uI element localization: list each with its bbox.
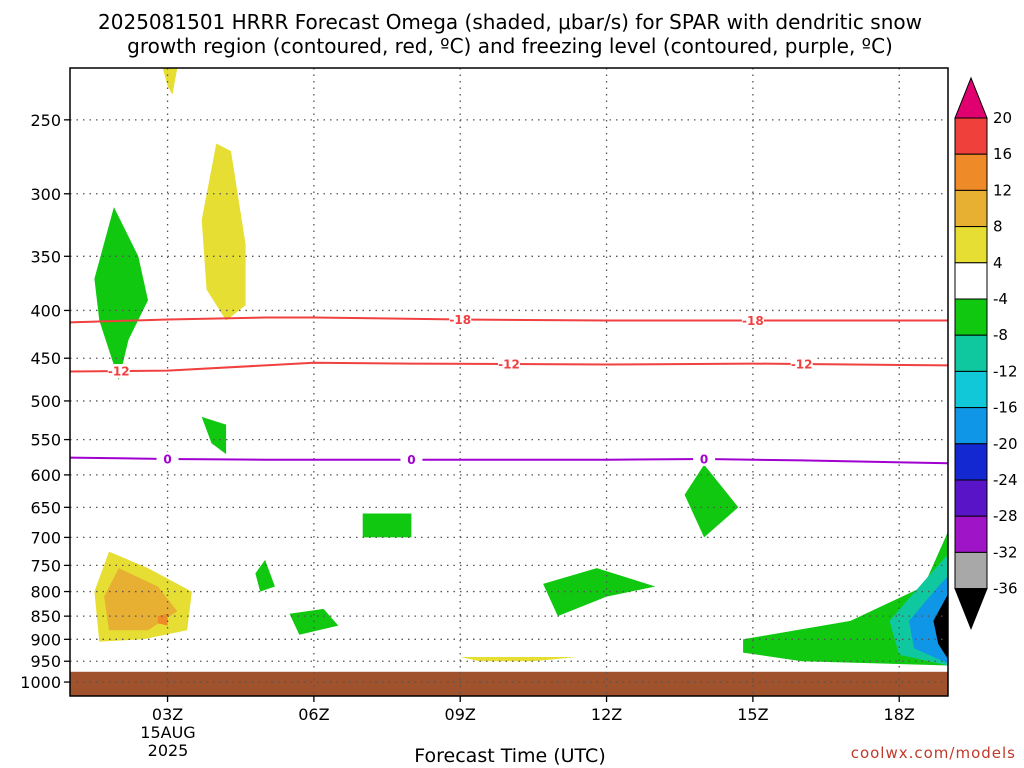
date-label-year: 2025 — [148, 741, 189, 760]
contour-label-0-1: 0 — [156, 452, 179, 467]
y-tick-label-550: 550 — [30, 431, 61, 450]
colorbar-bin-9 — [954, 407, 988, 445]
y-tick-label-850: 850 — [30, 607, 61, 626]
omega-region-9 — [684, 464, 739, 538]
svg-text:-18: -18 — [742, 314, 764, 328]
colorbar-label-3: 12 — [993, 181, 1012, 199]
y-axis: 250 300 350 400 450 500 550 600 650 700 750 800 850 9… — [20, 111, 70, 692]
omega-region-3 — [94, 207, 148, 381]
svg-text:-12: -12 — [791, 358, 813, 372]
chart-title-line-2: growth region (contoured, red, ºC) and f… — [127, 34, 893, 58]
svg-text:-12: -12 — [498, 358, 520, 372]
colorbar-bin-7 — [954, 334, 988, 372]
omega-region-15 — [104, 568, 178, 631]
y-tick-label-500: 500 — [30, 392, 61, 411]
colorbar-bin-11 — [954, 479, 988, 517]
contour-line--12 — [69, 361, 949, 373]
colorbar-label-12: -28 — [993, 507, 1018, 525]
contour-lines: -18 -18 -12 -12 -12 0 0 0 — [69, 312, 949, 467]
colorbar-label-6: -4 — [993, 290, 1008, 308]
y-tick-label-750: 750 — [30, 556, 61, 575]
grid — [70, 68, 948, 696]
y-tick-label-400: 400 — [30, 301, 61, 320]
omega-region-5 — [362, 513, 412, 538]
y-tick-label-300: 300 — [30, 185, 61, 204]
y-tick-label-250: 250 — [30, 111, 61, 130]
terrain-below-ground — [70, 671, 948, 696]
omega-region-6 — [255, 559, 275, 592]
plot-area — [70, 68, 948, 696]
colorbar-arrow-top — [954, 76, 988, 119]
contour-label--18-1: -18 — [449, 312, 472, 327]
contour-line-0 — [69, 456, 949, 465]
y-tick-label-950: 950 — [30, 652, 61, 671]
omega-region-4 — [201, 416, 227, 455]
colorbar-label-10: -20 — [993, 435, 1018, 453]
y-tick-label-600: 600 — [30, 466, 61, 485]
y-tick-label-650: 650 — [30, 498, 61, 517]
svg-text:0: 0 — [700, 453, 708, 467]
y-tick-label-1000: 1000 — [20, 673, 61, 692]
x-axis-title: Forecast Time (UTC) — [414, 745, 605, 767]
colorbar-label-4: 8 — [993, 218, 1003, 236]
colorbar-label-11: -24 — [993, 471, 1018, 489]
y-tick-label-450: 450 — [30, 349, 61, 368]
colorbar-bin-12 — [954, 515, 988, 553]
svg-text:-18: -18 — [449, 313, 471, 327]
contour-label-0-3: 0 — [693, 452, 716, 467]
colorbar-label-1: 20 — [993, 109, 1012, 127]
colorbar-bin-5 — [954, 262, 988, 300]
colorbar-label-9: -16 — [993, 399, 1018, 417]
contour-line--18 — [69, 316, 948, 324]
colorbar-bin-6 — [954, 298, 988, 336]
x-tick-label-18Z: 18Z — [884, 705, 915, 724]
contour-label--18-2: -18 — [741, 313, 764, 328]
colorbar-bin-8 — [954, 370, 988, 409]
date-label-day: 15AUG — [140, 723, 195, 742]
colorbar-bin-1 — [954, 117, 988, 155]
x-tick-label-15Z: 15Z — [737, 705, 768, 724]
omega-region-13 — [933, 594, 948, 660]
colorbar-label-13: -32 — [993, 543, 1018, 561]
credit-text: coolwx.com/models — [851, 744, 1016, 762]
omega-region-8 — [543, 568, 656, 617]
svg-text:0: 0 — [407, 453, 415, 467]
plot-frame — [69, 67, 949, 697]
omega-region-1 — [162, 68, 178, 95]
contour-label--12-3: -12 — [790, 357, 813, 372]
y-tick-label-350: 350 — [30, 247, 61, 266]
colorbar-label-2: 16 — [993, 145, 1012, 163]
omega-region-16 — [157, 613, 168, 626]
chart-title-line-1: 2025081501 HRRR Forecast Omega (shaded, … — [98, 10, 922, 34]
svg-text:-12: -12 — [108, 365, 130, 379]
colorbar-bin-4 — [954, 226, 988, 264]
x-tick-label-12Z: 12Z — [591, 705, 622, 724]
y-tick-label-700: 700 — [30, 528, 61, 547]
svg-text:0: 0 — [163, 453, 171, 467]
x-tick-label-09Z: 09Z — [445, 705, 476, 724]
colorbar-bin-3 — [954, 189, 988, 228]
y-tick-label-900: 900 — [30, 630, 61, 649]
colorbar-bin-2 — [954, 153, 988, 191]
colorbar-bin-10 — [954, 443, 988, 481]
x-tick-label-03Z: 03Z — [152, 705, 183, 724]
colorbar-label-5: 4 — [993, 254, 1003, 272]
colorbar-label-8: -12 — [993, 362, 1018, 380]
omega-region-17 — [460, 657, 578, 662]
colorbar-label-14: -36 — [993, 580, 1018, 598]
colorbar-arrow-bottom — [954, 588, 988, 630]
contour-label--12-1: -12 — [107, 364, 130, 379]
y-tick-label-800: 800 — [30, 583, 61, 602]
colorbar: 20 16 12 8 4 -4 -8 -12 -16 -20 -24 -28 -32 -36 — [954, 76, 1018, 630]
contour-label--12-2: -12 — [498, 357, 520, 372]
omega-region-2 — [201, 143, 246, 321]
x-axis: 03Z 06Z 09Z 12Z 15Z 18Z — [152, 696, 915, 724]
contour-label-0-2: 0 — [400, 452, 423, 467]
colorbar-label-7: -8 — [993, 326, 1008, 344]
x-tick-label-06Z: 06Z — [298, 705, 329, 724]
colorbar-bin-13 — [954, 551, 988, 590]
